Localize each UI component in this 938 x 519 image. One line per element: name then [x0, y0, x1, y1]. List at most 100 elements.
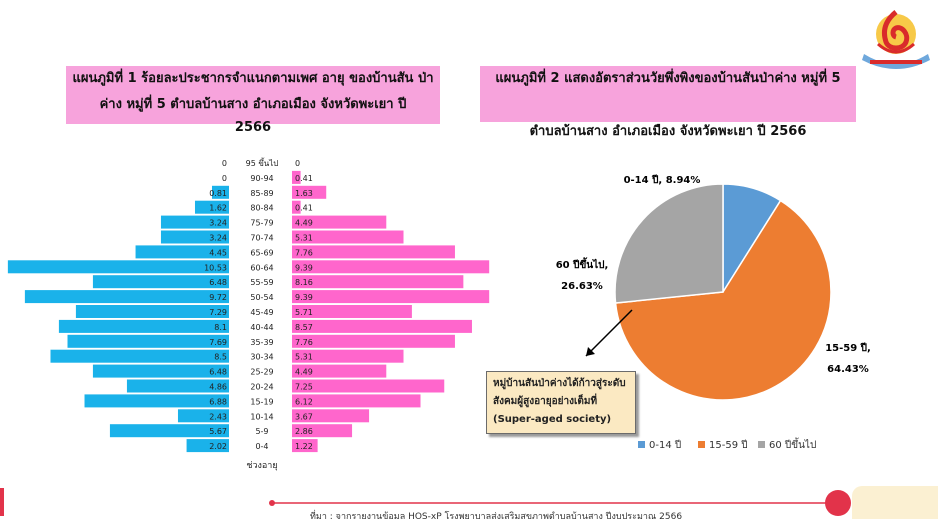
- age-group-label: 55-59: [250, 278, 273, 287]
- female-value-label: 7.25: [295, 383, 313, 392]
- male-value-label: 10.53: [204, 263, 227, 272]
- footer-timeline: [269, 490, 851, 516]
- male-value-label: 6.48: [209, 368, 227, 377]
- male-value-label: 9.72: [209, 293, 227, 302]
- female-bar: [292, 260, 490, 274]
- male-bar: [160, 215, 229, 229]
- pyramid-chart-title: แผนภูมิที่ 1 ร้อยละประชากรจำแนกตามเพศ อา…: [66, 66, 440, 124]
- pie-slice-60-plus: [614, 183, 724, 304]
- age-group-label: 95 ขึ้นไป: [246, 157, 279, 168]
- male-value-label: 8.5: [214, 353, 227, 362]
- age-group-label: 5-9: [255, 427, 268, 436]
- pie-label-60-line2: 26.63%: [561, 281, 603, 292]
- callout-arrow: [585, 309, 633, 357]
- male-bar: [160, 230, 229, 244]
- male-value-label: 4.86: [209, 383, 227, 392]
- male-value-label: 7.69: [209, 338, 227, 347]
- female-bar: [292, 230, 404, 244]
- male-bar: [186, 439, 229, 453]
- female-bar: [292, 215, 387, 229]
- female-bar: [292, 424, 353, 438]
- legend-swatch: [638, 441, 645, 448]
- age-group-label: 30-34: [250, 353, 273, 362]
- male-bar: [126, 379, 229, 393]
- pyramid-chart-title-year: 2566: [234, 120, 272, 135]
- male-value-label: 7.29: [209, 308, 227, 317]
- female-bar: [292, 364, 387, 378]
- age-group-label: 85-89: [250, 189, 273, 198]
- female-value-label: 7.76: [295, 338, 313, 347]
- male-bar: [194, 200, 229, 214]
- callout-arrowhead: [586, 347, 595, 356]
- legend-swatch: [758, 441, 765, 448]
- male-value-label: 5.67: [209, 427, 227, 436]
- female-bar: [292, 394, 421, 408]
- age-group-label: 80-84: [250, 204, 273, 213]
- male-value-label: 0.81: [209, 189, 227, 198]
- female-bar: [292, 319, 472, 333]
- male-value-label: 0: [222, 159, 227, 168]
- pie-label-15-59-line1: 15-59 ปี,: [825, 342, 871, 354]
- super-aged-society-callout: หมู่บ้านสันป่าค่างได้ก้าวสู่ระดับสังคมผู…: [486, 371, 636, 434]
- footer-accent-right: [852, 486, 938, 519]
- female-bar: [292, 185, 327, 199]
- female-bar: [292, 334, 455, 348]
- age-group-label: 25-29: [250, 368, 273, 377]
- female-value-label: 5.71: [295, 308, 313, 317]
- male-value-label: 2.43: [209, 412, 227, 421]
- age-axis-label: ช่วงอายุ: [246, 461, 277, 471]
- female-value-label: 0.41: [295, 174, 313, 183]
- female-value-label: 6.12: [295, 397, 313, 406]
- female-bar: [292, 349, 404, 363]
- age-group-label: 40-44: [250, 323, 273, 332]
- legend-label: 15-59 ปี: [709, 439, 748, 451]
- female-value-label: 1.22: [295, 442, 313, 451]
- data-source-footer: ที่มา : จากรายงานข้อมูล HOS-xP โรงพยาบาล…: [310, 512, 683, 519]
- pie-label-0-14: 0-14 ปี, 8.94%: [624, 174, 701, 186]
- age-group-label: 15-19: [250, 397, 273, 406]
- male-bar: [92, 275, 229, 289]
- female-value-label: 7.76: [295, 248, 313, 257]
- male-bar: [177, 409, 229, 423]
- male-bar: [211, 185, 229, 199]
- age-group-label: 20-24: [250, 383, 273, 392]
- pie-chart-title: แผนภูมิที่ 2 แสดงอัตราส่วนวัยพึ่งพิงของบ…: [480, 66, 856, 122]
- legend-swatch: [698, 441, 705, 448]
- female-value-label: 5.31: [295, 353, 313, 362]
- female-bar: [292, 170, 301, 184]
- female-bar: [292, 439, 318, 453]
- age-group-label: 0-4: [255, 442, 268, 451]
- male-value-label: 6.88: [209, 397, 227, 406]
- female-value-label: 5.31: [295, 234, 313, 243]
- male-value-label: 1.62: [209, 204, 227, 213]
- pie-label-15-59-line2: 64.43%: [827, 364, 869, 375]
- pie-label-60-line1: 60 ปีขึ้นไป,: [556, 257, 609, 271]
- female-bar: [292, 290, 490, 304]
- pie-slice-15-59: [614, 199, 832, 401]
- female-value-label: 4.49: [295, 219, 313, 228]
- female-bar: [292, 200, 301, 214]
- female-bar: [292, 379, 445, 393]
- female-bar: [292, 245, 455, 259]
- age-group-label: 10-14: [250, 412, 273, 421]
- female-value-label: 3.67: [295, 412, 313, 421]
- female-value-label: 9.39: [295, 293, 313, 302]
- footer-accent-left: [0, 488, 4, 516]
- male-value-label: 2.02: [209, 442, 227, 451]
- age-group-label: 70-74: [250, 234, 273, 243]
- legend-label: 60 ปีขึ้นไป: [769, 437, 816, 451]
- male-value-label: 8.1: [214, 323, 227, 332]
- male-bar: [7, 260, 230, 274]
- male-value-label: 3.24: [209, 219, 227, 228]
- female-bar: [292, 275, 464, 289]
- female-bar: [292, 409, 370, 423]
- female-value-label: 8.16: [295, 278, 313, 287]
- age-group-label: 60-64: [250, 263, 273, 272]
- male-bar: [84, 394, 230, 408]
- female-value-label: 4.49: [295, 368, 313, 377]
- age-group-label: 45-49: [250, 308, 273, 317]
- pie-legend: 0-14 ปี 15-59 ปี 60 ปีขึ้นไป: [638, 437, 816, 451]
- female-value-label: 0: [295, 159, 300, 168]
- pie-chart-subtitle: ตำบลบ้านสาง อำเภอเมือง จังหวัดพะเยา ปี 2…: [529, 124, 807, 139]
- male-bar: [135, 245, 229, 259]
